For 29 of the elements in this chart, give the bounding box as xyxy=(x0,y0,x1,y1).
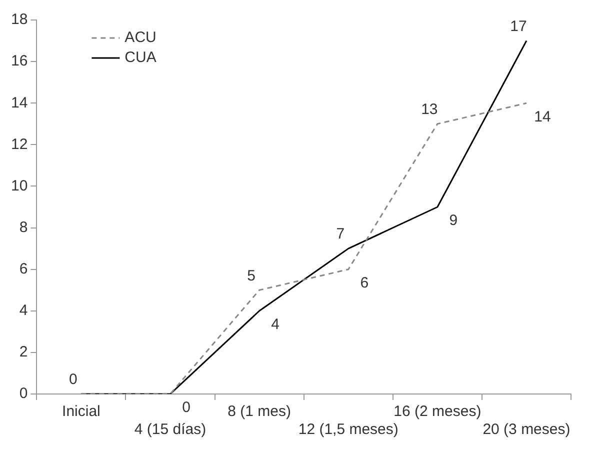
y-tick-label: 16 xyxy=(10,52,28,70)
data-label: 17 xyxy=(510,18,527,35)
data-label: 5 xyxy=(247,267,256,284)
x-tick-label: 12 (1,5 meses) xyxy=(298,421,398,438)
data-label: 9 xyxy=(449,212,458,230)
x-tick-label: 16 (2 meses) xyxy=(394,403,482,420)
y-tick-label: 8 xyxy=(19,218,28,236)
x-tick-label: 8 (1 mes) xyxy=(228,403,291,420)
data-label: 4 xyxy=(271,316,280,334)
y-tick-label: 6 xyxy=(19,260,28,278)
x-tick-label: 4 (15 días) xyxy=(134,421,206,438)
x-tick-label: 20 (3 meses) xyxy=(482,421,570,438)
data-label: 0 xyxy=(69,371,78,388)
y-tick-label: 0 xyxy=(19,385,28,402)
y-tick-label: 14 xyxy=(10,94,28,112)
x-tick-label: Inicial xyxy=(62,403,100,420)
legend-label: ACU xyxy=(124,29,156,46)
data-label: 13 xyxy=(421,101,438,118)
y-tick-label: 10 xyxy=(10,177,28,194)
y-tick-label: 18 xyxy=(10,11,28,28)
data-label: 14 xyxy=(534,108,551,126)
data-label: 0 xyxy=(182,399,190,416)
legend-label: CUA xyxy=(124,49,156,66)
y-tick-label: 2 xyxy=(19,344,28,361)
line-series xyxy=(80,102,528,394)
data-label: 6 xyxy=(360,274,369,292)
data-label: 7 xyxy=(336,226,345,243)
y-tick-label: 4 xyxy=(19,302,28,320)
y-tick-label: 12 xyxy=(10,136,28,153)
